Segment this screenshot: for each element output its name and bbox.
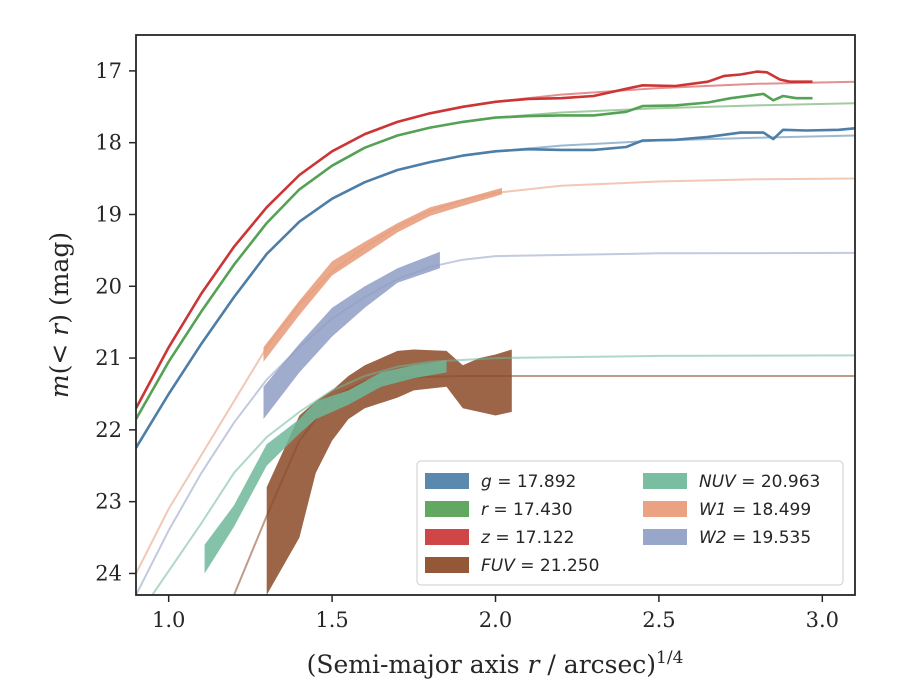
series-z-data (136, 70, 813, 409)
x-axis-title: (Semi-major axis r / arcsec)1/4 (307, 648, 684, 679)
legend-label-fuv: FUV = 21.250 (481, 556, 599, 576)
x-tick-label: 1.0 (152, 608, 185, 632)
series-r-data (136, 92, 813, 420)
y-tick-label: 23 (95, 490, 122, 514)
legend-label-z: z = 17.122 (480, 528, 574, 548)
legend-swatch-z (425, 529, 469, 545)
legend-swatch-nuv (643, 473, 687, 489)
y-axis-title: m(< r) (mag) (45, 232, 74, 398)
series-nuv-band (204, 360, 447, 574)
legend-swatch-fuv (425, 557, 469, 573)
legend-label-w2: W2 = 19.535 (699, 528, 811, 548)
y-tick-label: 22 (95, 418, 122, 442)
legend-label-w1: W1 = 18.499 (699, 500, 811, 520)
x-tick-label: 3.0 (806, 608, 839, 632)
y-tick-label: 17 (95, 59, 122, 83)
y-tick-label: 24 (95, 561, 122, 585)
legend-box (416, 460, 844, 586)
x-tick-label: 2.5 (642, 608, 675, 632)
legend-swatch-w2 (643, 529, 687, 545)
legend-label-g: g = 17.892 (481, 472, 576, 492)
legend-label-r: r = 17.430 (481, 500, 573, 520)
legend-label-nuv: NUV = 20.963 (699, 472, 820, 492)
y-tick-label: 18 (95, 131, 122, 155)
series-w2-band (263, 251, 440, 420)
legend-swatch-r (425, 501, 469, 517)
legend-swatch-w1 (643, 501, 687, 517)
legend-swatch-g (425, 473, 469, 489)
series-g-data (136, 127, 855, 449)
y-tick-label: 20 (95, 274, 122, 298)
y-tick-label: 21 (95, 346, 122, 370)
y-tick-label: 19 (95, 202, 122, 226)
series-nuv-model (151, 354, 855, 595)
x-tick-label: 2.0 (479, 608, 512, 632)
x-tick-label: 1.5 (315, 608, 348, 632)
